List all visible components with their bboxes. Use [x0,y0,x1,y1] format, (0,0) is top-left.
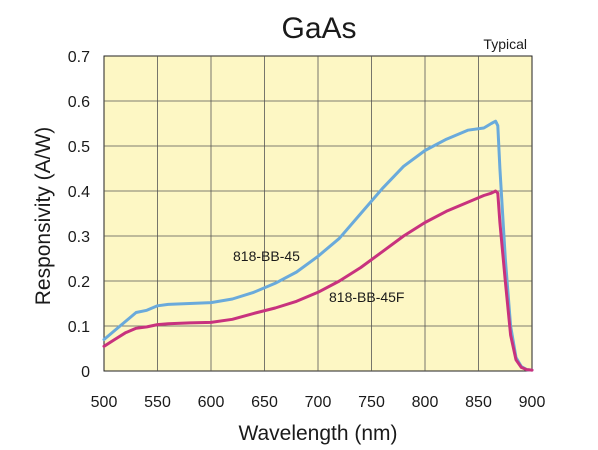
y-tick-label-0.5: 0.5 [68,139,90,156]
y-tick-label-0.1: 0.1 [68,319,90,336]
y-tick-label-0.6: 0.6 [68,94,90,111]
x-tick-label-850: 850 [465,394,492,411]
series-layer [102,119,534,372]
y-tick-label-0.3: 0.3 [68,229,90,246]
x-tick-label-650: 650 [251,394,278,411]
series-line-818-bb-45f [102,189,534,372]
label-818-bb-45f: 818-BB-45F [329,289,404,305]
grid-lines [104,56,532,371]
y-tick-label-0.2: 0.2 [68,274,90,291]
y-tick-label-0.7: 0.7 [68,49,90,66]
x-axis-title: Wavelength (nm) [238,422,397,445]
y-tick-label-0.4: 0.4 [68,184,90,201]
x-tick-label-700: 700 [305,394,332,411]
chart-title: GaAs [281,12,356,45]
y-axis-ticks: 0 0.1 0.2 0.3 0.4 0.5 0.6 0.7 [68,49,90,381]
x-tick-label-750: 750 [358,394,385,411]
typical-note: Typical [483,36,527,52]
x-tick-label-550: 550 [144,394,171,411]
y-tick-label-0: 0 [81,364,90,381]
x-tick-label-600: 600 [198,394,225,411]
x-axis-ticks: 500 550 600 650 700 750 800 850 900 [91,394,546,411]
series-line-818-bb-45 [102,119,534,372]
x-tick-label-900: 900 [519,394,546,411]
label-818-bb-45: 818-BB-45 [233,248,300,264]
y-axis-title: Responsivity (A/W) [32,127,55,306]
x-tick-label-500: 500 [91,394,118,411]
x-tick-label-800: 800 [412,394,439,411]
